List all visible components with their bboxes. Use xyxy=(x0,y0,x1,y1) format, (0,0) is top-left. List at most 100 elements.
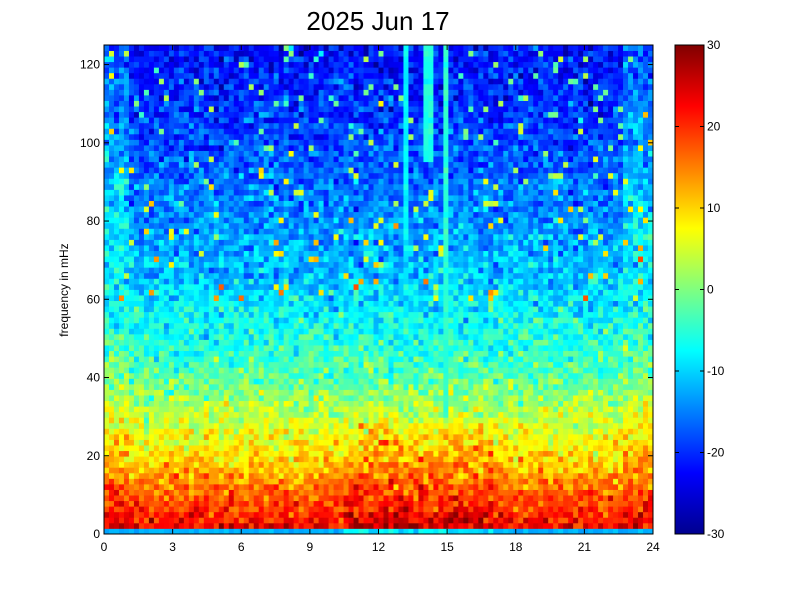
heatmap-cell xyxy=(298,395,305,402)
heatmap-cell xyxy=(273,150,280,157)
heatmap-cell xyxy=(373,267,379,274)
heatmap-cell xyxy=(318,389,324,396)
heatmap-cell xyxy=(198,72,205,79)
heatmap-cell xyxy=(383,228,389,235)
heatmap-cell xyxy=(288,228,295,235)
heatmap-cell xyxy=(138,100,145,107)
heatmap-cell xyxy=(283,522,290,529)
heatmap-cell xyxy=(283,433,290,440)
heatmap-cell xyxy=(158,183,165,190)
heatmap-cell xyxy=(193,183,200,190)
heatmap-cell xyxy=(283,117,290,124)
heatmap-cell xyxy=(243,206,250,213)
heatmap-cell xyxy=(163,311,170,318)
heatmap-cell xyxy=(148,317,155,324)
heatmap-cell xyxy=(223,56,230,63)
heatmap-cell xyxy=(318,333,324,340)
heatmap-cell xyxy=(358,61,364,68)
heatmap-cell xyxy=(278,183,285,190)
heatmap-cell xyxy=(338,378,344,385)
heatmap-cell xyxy=(153,311,160,318)
heatmap-cell xyxy=(208,89,215,96)
heatmap-cell xyxy=(353,95,359,101)
heatmap-cell xyxy=(283,467,290,474)
heatmap-cell xyxy=(168,256,175,263)
heatmap-cell xyxy=(263,239,270,246)
heatmap-cell xyxy=(343,428,349,435)
heatmap-cell xyxy=(148,200,155,207)
heatmap-cell xyxy=(213,345,220,352)
heatmap-cell xyxy=(138,483,145,490)
heatmap-cell xyxy=(333,356,339,363)
heatmap-cell xyxy=(373,322,379,329)
heatmap-cell xyxy=(283,145,290,151)
heatmap-cell xyxy=(338,222,344,229)
heatmap-cell xyxy=(188,483,195,490)
heatmap-cell xyxy=(218,222,225,229)
heatmap-cell xyxy=(153,56,160,63)
heatmap-cell xyxy=(368,211,374,218)
heatmap-cell xyxy=(108,100,115,107)
heatmap-cell xyxy=(373,100,379,107)
heatmap-cell xyxy=(243,433,250,440)
heatmap-cell xyxy=(153,111,160,118)
heatmap-cell xyxy=(223,350,230,357)
heatmap-cell xyxy=(158,206,165,213)
heatmap-cell xyxy=(253,295,260,302)
heatmap-cell xyxy=(253,306,260,313)
heatmap-cell xyxy=(378,178,384,185)
heatmap-cell xyxy=(353,272,359,279)
heatmap-cell xyxy=(308,311,315,318)
heatmap-cell xyxy=(358,428,364,435)
heatmap-cell xyxy=(178,461,185,468)
heatmap-cell xyxy=(113,100,120,107)
heatmap-cell xyxy=(148,356,155,363)
heatmap-cell xyxy=(383,372,389,379)
heatmap-cell xyxy=(143,345,150,352)
heatmap-cell xyxy=(293,356,300,363)
heatmap-cell xyxy=(383,400,389,407)
heatmap-cell xyxy=(188,256,195,263)
heatmap-cell xyxy=(133,156,140,163)
heatmap-cell xyxy=(268,200,275,207)
heatmap-cell xyxy=(198,261,205,268)
heatmap-cell xyxy=(363,233,369,240)
heatmap-cell xyxy=(233,156,240,163)
heatmap-cell xyxy=(268,361,275,368)
heatmap-cell xyxy=(343,500,349,507)
heatmap-cell xyxy=(373,56,379,63)
heatmap-cell xyxy=(113,233,120,240)
heatmap-cell xyxy=(228,372,235,379)
heatmap-cell xyxy=(208,400,215,407)
heatmap-cell xyxy=(248,311,255,318)
heatmap-cell xyxy=(203,389,210,396)
heatmap-cell xyxy=(223,517,230,524)
heatmap-cell xyxy=(333,400,339,407)
heatmap-cell xyxy=(193,367,200,374)
heatmap-cell xyxy=(233,506,240,513)
heatmap-cell xyxy=(368,483,374,490)
heatmap-cell xyxy=(168,439,175,446)
heatmap-cell xyxy=(283,167,290,174)
heatmap-cell xyxy=(208,61,215,68)
heatmap-cell xyxy=(383,350,389,357)
heatmap-cell xyxy=(168,378,175,385)
heatmap-cell xyxy=(293,256,300,263)
heatmap-cell xyxy=(233,367,240,374)
heatmap-cell xyxy=(293,72,300,79)
heatmap-cell xyxy=(228,45,235,51)
heatmap-cell xyxy=(328,295,334,302)
heatmap-cell xyxy=(318,161,324,168)
heatmap-cell xyxy=(123,122,130,129)
heatmap-cell xyxy=(358,433,364,440)
heatmap-cell xyxy=(133,406,140,413)
heatmap-cell xyxy=(273,250,280,257)
heatmap-cell xyxy=(104,133,110,140)
heatmap-cell xyxy=(138,89,145,96)
heatmap-cell xyxy=(348,478,354,485)
heatmap-cell xyxy=(223,411,230,418)
heatmap-cell xyxy=(373,156,379,163)
heatmap-cell xyxy=(263,322,270,329)
heatmap-cell xyxy=(328,350,334,357)
heatmap-cell xyxy=(278,300,285,307)
